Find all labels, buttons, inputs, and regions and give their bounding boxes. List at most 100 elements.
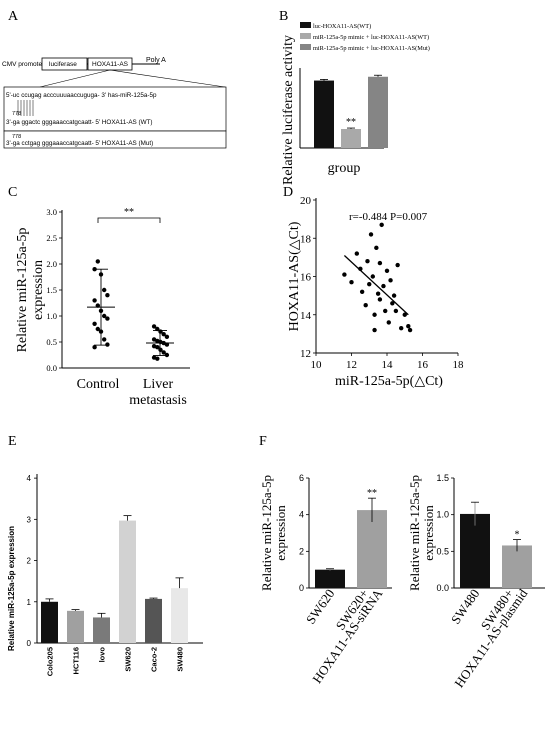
y-tick-label: 0.0 [46,363,57,373]
y-tick-label: 16 [300,272,312,284]
cmv-promoter-label: CMV promoter [2,61,45,68]
y-axis-label: Relative luciferase activity [281,35,296,185]
legend-entry: miR-125a-5p mimic + luc-HOXA11-AS(Mut) [313,45,430,52]
x-tick-label: SW620 [124,647,133,672]
significance-marker: ** [367,488,377,499]
panel-d-label: D [283,185,293,200]
data-point [406,324,411,329]
data-point [372,312,377,317]
data-point [372,327,377,333]
correlation-annotation: r=-0.484 P=0.007 [349,211,428,223]
y-tick-label: 3.0 [46,207,57,217]
data-point [363,302,368,308]
bar [357,510,387,588]
data-point [386,320,391,325]
luciferase-chart: luc-HOXA11-AS(WT) miR-125a-5p mimic + luc… [281,22,430,185]
mut-sequence: 3'-ga cctgag gggaaaccatgcaatt- 5' HOXA11… [6,140,153,147]
data-point [391,293,397,298]
y-tick-label: 1.0 [46,311,57,321]
data-point [164,334,170,339]
data-point [342,272,347,277]
sequence-alignment: 5'-uc ccugag acccuuuaaccuguga- 3' has-mi… [3,86,227,149]
significance-marker: ** [124,207,134,218]
mir-expression-scatter: 0.0 0.5 1.0 1.5 2.0 2.5 3.0 ** Control Livermetas… [15,207,190,408]
y-tick-label: 0.0 [436,583,449,593]
luciferase-box [41,57,88,71]
data-point [105,342,110,347]
cell-line-bar-chart: 0 1 2 3 4 Colo205 HCT116 lovo SW620 Caco-2 SW480 Re… [7,474,203,676]
y-tick-label: 2 [299,546,304,556]
panel-a-label: A [8,9,19,24]
x-axis-label: group [328,161,361,176]
y-tick-label: 4 [27,474,32,483]
x-tick-label: 16 [417,359,429,371]
y-tick-label: 0.5 [436,546,449,556]
y-tick-label: 1.0 [436,510,449,520]
y-axis-label: expression [421,505,436,561]
y-tick-label: 12 [300,348,311,360]
legend-swatch [300,22,311,28]
bar [368,76,388,148]
y-tick-label: 0 [299,583,304,593]
legend-entry: miR-125a-5p mimic + luc-HOXA11-AS(WT) [313,34,429,41]
data-point [354,251,360,256]
y-tick-label: 2.5 [46,233,57,243]
data-point [95,326,101,332]
bar [502,545,532,588]
data-point [365,259,370,264]
data-point [399,325,404,331]
data-point [390,301,395,306]
data-point [383,308,388,314]
data-point [164,352,170,358]
data-point [374,245,379,251]
x-tick-label: SW480 [176,647,185,672]
x-tick-label: HCT116 [72,647,81,675]
data-point [377,297,383,302]
bar [315,569,345,588]
y-tick-label: 1 [27,598,32,607]
panel-e-label: E [8,434,17,449]
data-point [379,222,384,228]
data-point [402,312,407,317]
bar [41,601,58,643]
wt-sequence: 3'-ga ggactc gggaaaccatgcaatt- 5' HOXA11… [6,119,152,126]
panel-f-label: F [259,434,267,449]
data-point [161,350,166,355]
mirna-sequence: 5'-uc ccugag acccuuuaaccuguga- 3' has-mi… [6,92,157,99]
y-tick-label: 14 [300,310,312,322]
y-tick-label: 1.5 [436,473,449,483]
x-tick-label: SW620 [303,586,338,627]
significance-bracket [97,217,161,223]
x-tick-label: 18 [453,359,465,371]
data-point [395,262,400,268]
data-point [105,293,110,298]
y-tick-label: 1.5 [46,285,57,295]
data-point [381,283,386,289]
y-axis-label: expression [273,505,288,561]
x-tick-label: 10 [311,359,323,371]
y-tick-label: 18 [300,233,312,245]
data-point [155,356,160,361]
bar [341,129,361,148]
mut-position: 778 [12,134,21,140]
y-tick-label: 4 [299,510,304,520]
x-axis-label: miR-125a-5p(△Ct) [335,374,443,389]
polya-label: Poly A [146,57,166,64]
data-point [102,313,107,319]
y-axis-label: expression [31,260,46,320]
data-point [92,345,97,350]
bar [171,588,188,643]
data-point [388,278,393,283]
legend-swatch [300,44,311,50]
data-point [102,337,107,342]
legend-swatch [300,33,311,39]
data-point [92,298,97,303]
data-point [95,259,101,264]
panel-c-label: C [8,185,17,200]
bar [460,513,490,588]
plasmid-bar-chart: 0.00.51.01.5SW480*SW480+HOXA11-AS-plasmi… [407,473,545,690]
y-axis-label: Relative miR-125a-5p [259,475,274,591]
data-point [393,308,399,314]
y-tick-label: 2 [27,557,32,566]
